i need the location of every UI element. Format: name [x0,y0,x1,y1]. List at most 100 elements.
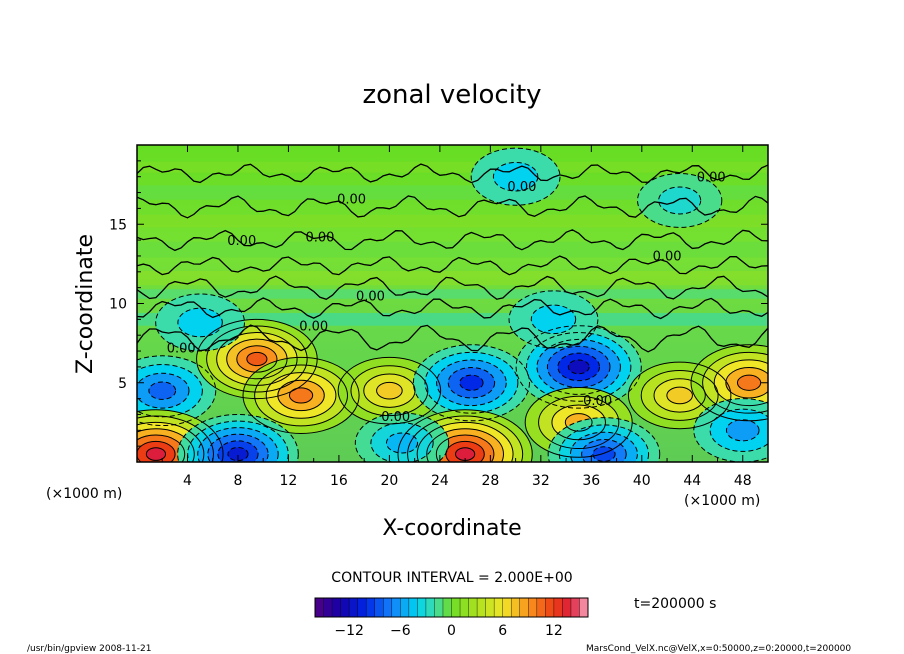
contour-line [538,395,620,450]
zero-contour [137,255,768,276]
colorbar-cell [357,598,367,617]
colorbar-cell [408,598,418,617]
footer-right: MarsCond_VelX.nc@VelX,x=0:50000,z=0:2000… [586,644,851,654]
contour-line [564,413,593,432]
contour-line [530,304,577,335]
colorbar-cell [553,598,563,617]
flow-band [137,289,768,299]
x-tick-label: 20 [380,473,398,489]
contour-line [137,409,224,462]
colorbar-cell [425,598,435,617]
colorbar-cell [536,598,546,617]
flow-band [137,241,768,258]
x-tick-label: 28 [481,473,499,489]
contour-line [470,147,561,206]
colorbar-cell [451,598,461,617]
velocity-cell [658,187,701,214]
contour-line [424,351,519,414]
colorbar-cell [323,598,333,617]
contour-line [246,351,268,367]
contour-label: 0.00 [356,289,385,304]
contour-line [592,446,616,462]
velocity-cell [737,375,761,391]
contour-line [558,424,650,462]
velocity-cell [666,387,693,404]
contour-line [206,325,308,393]
plot-area: 0.00 0.00 0.00 0.00 0.00 0.00 0.00 0.00 0.00 0.00… [136,144,769,463]
y-tick-label: 10 [109,297,127,313]
contour-line [666,386,693,405]
x-tick-label: 8 [233,473,242,489]
contour-label: 0.00 [653,250,682,265]
contour-line [658,186,702,215]
contour-line [227,446,249,462]
contour-line [137,364,203,418]
contour-line [690,344,768,422]
colorbar-cell [519,598,529,617]
zero-contour [137,324,768,353]
colorbar-cell [340,598,350,617]
contour-label: 0.00 [381,410,410,425]
contour-line [426,428,504,462]
colorbar-frame [314,597,589,618]
x-tick-label: 36 [582,473,600,489]
velocity-cell [493,162,538,191]
contour-line [640,369,719,421]
contour-line [137,434,186,462]
contour-line [187,420,289,462]
contour-line [354,412,450,462]
contour-label: 0.00 [227,234,256,249]
velocity-cell [386,432,418,454]
flow-band [137,185,768,200]
contour-line [702,351,768,414]
velocity-cell [177,308,223,337]
footer-left: /usr/bin/gpview 2008-11-21 [27,644,151,654]
colorbar-cell [460,598,469,617]
contour-label: 0.00 [299,319,328,334]
contour-line [242,356,360,434]
contour-line [337,356,442,425]
x-axis-label: X-coordinate [382,516,521,541]
velocity-cell [726,419,760,441]
contour-line [226,338,288,380]
contour-label: 0.00 [507,180,536,195]
contour-line [713,359,768,407]
contour-line [557,352,601,382]
contour-line [288,387,314,404]
colorbar-tick-label: −12 [334,623,364,639]
x-tick-label: 16 [330,473,348,489]
contour-line [447,367,496,399]
time-label: t=200000 s [634,596,716,612]
colorbar-cell [579,598,589,617]
colorbar-cell [494,598,503,617]
y-axis-label: Z-coordinate [73,234,98,374]
colorbar [314,598,589,617]
contour-line [637,173,723,228]
colorbar-cell [434,598,444,617]
contour-line [515,325,642,409]
velocity-cell [227,447,249,461]
velocity-cell [455,447,475,461]
y-tick-label: 5 [118,376,127,392]
contour-line [492,161,539,192]
colorbar-cell [511,598,521,617]
contour-line [207,433,269,462]
contour-line [627,361,732,430]
flow-band [137,161,768,173]
x-tick-label: 48 [734,473,752,489]
contour-line [265,372,337,419]
colorbar-cell [477,598,486,617]
contour-line [436,359,507,407]
contour-line [567,359,590,375]
contour-line [459,374,484,391]
colorbar-ticks: −12 −6 0 6 12 [334,623,562,639]
contour-line [376,381,403,400]
contour-lines [137,147,768,462]
contour-label: 0.00 [697,170,726,185]
contour-line [217,440,259,462]
colorbar-cell [391,598,401,617]
contour-line [137,372,190,409]
contour-line [412,344,530,422]
contour-line [137,415,214,462]
